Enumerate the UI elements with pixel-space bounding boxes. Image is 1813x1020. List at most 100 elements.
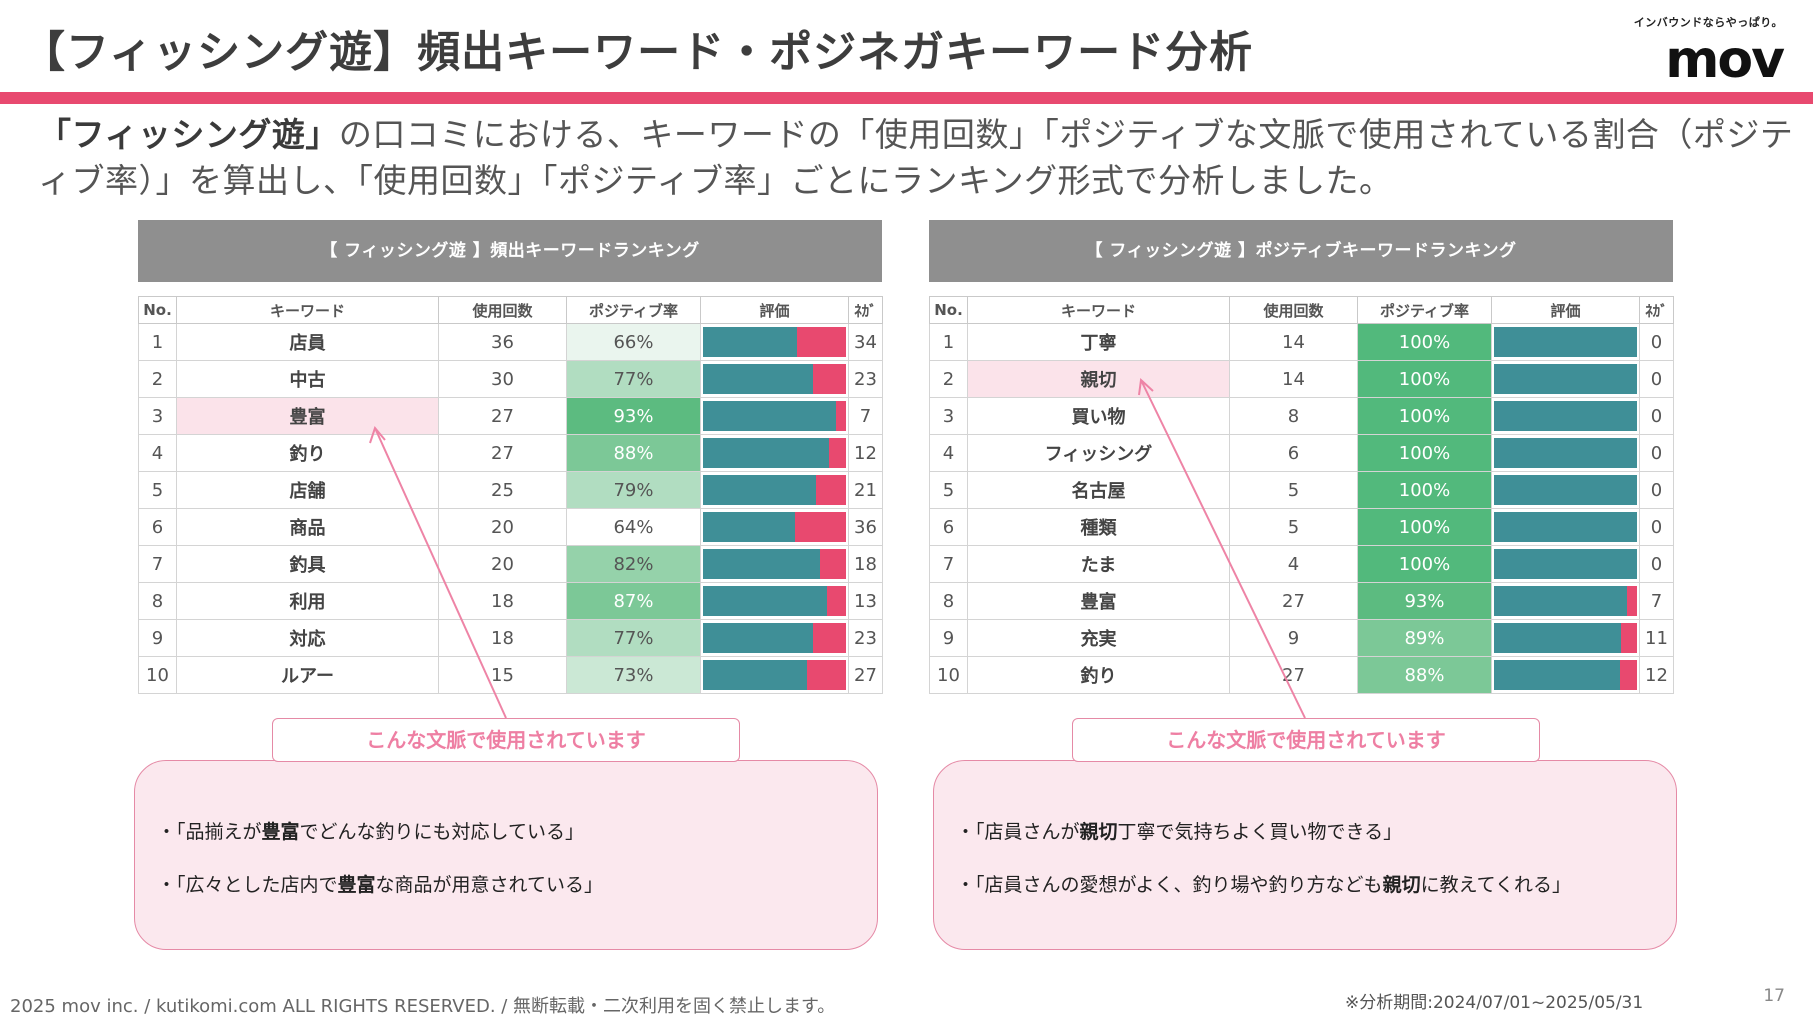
rating-bar-negative [835,401,846,431]
negative-count: 27 [848,656,883,694]
col-no: No. [138,296,177,324]
rating-bar-positive [703,623,814,653]
brand: インバウンドならやっぱり。 mov [1633,14,1785,86]
negative-count: 13 [848,582,883,620]
keyword-cell: 買い物 [967,397,1230,435]
rating-bar-cell [1491,545,1640,583]
keyword-cell: 釣具 [176,545,439,583]
positive-rate: 82% [566,545,701,583]
usage-count: 9 [1229,619,1358,657]
rating-bar-positive [703,438,829,468]
keyword-cell: 利用 [176,582,439,620]
rating-bar-negative [813,623,846,653]
rating-bar-negative [794,512,846,542]
keyword-cell: フィッシング [967,434,1230,472]
rating-bar-cell [700,619,849,657]
usage-count: 14 [1229,360,1358,398]
positive-keyword-panel: 【 フィッシング遊 】ポジティブキーワードランキング No. キーワード 使用回… [929,220,1674,694]
negative-count: 0 [1639,434,1674,472]
rating-bar-positive [1494,586,1627,616]
col-rating: 評価 [1491,296,1640,324]
rank-number: 10 [929,656,968,694]
rank-number: 9 [138,619,177,657]
negative-count: 0 [1639,545,1674,583]
rating-bar-positive [703,401,836,431]
left-quote-2: ・「広々とした店内で豊富な商品が用意されている」 [157,870,877,897]
negative-count: 7 [848,397,883,435]
rank-number: 7 [929,545,968,583]
left-quote-1: ・「品揃えが豊富でどんな釣りにも対応している」 [157,817,877,844]
positive-keyword-panel-title: 【 フィッシング遊 】ポジティブキーワードランキング [929,220,1673,282]
table-row: 10 釣り 27 88% 12 [929,656,1674,694]
usage-count: 27 [438,434,567,472]
table-row: 2 親切 14 100% 0 [929,360,1674,398]
keyword-cell: 対応 [176,619,439,657]
quote-text: ・「店員さんの愛想がよく、釣り場や釣り方なども [956,874,1383,896]
table-row: 9 充実 9 89% 11 [929,619,1674,657]
negative-count: 23 [848,619,883,657]
rating-bar-negative [797,327,846,357]
rating-bar-cell [1491,434,1640,472]
positive-rate: 100% [1357,508,1492,546]
rank-number: 6 [929,508,968,546]
usage-count: 27 [1229,582,1358,620]
negative-count: 0 [1639,323,1674,361]
col-positive-rate: ポジティブ率 [1357,296,1492,324]
table-row: 7 釣具 20 82% 18 [138,545,883,583]
quote-text: 丁寧で気持ちよく買い物できる」 [1117,821,1403,843]
rating-bar [1494,475,1637,505]
rating-bar-positive [703,364,814,394]
rating-bar-cell [700,656,849,694]
rank-number: 2 [138,360,177,398]
table-row: 3 豊富 27 93% 7 [138,397,883,435]
table-row: 5 名古屋 5 100% 0 [929,471,1674,509]
quote-text: でどんな釣りにも対応している」 [299,821,584,843]
rank-number: 3 [138,397,177,435]
table-row: 9 対応 18 77% 23 [138,619,883,657]
keyword-cell: 豊富 [967,582,1230,620]
rating-bar-positive [1494,401,1637,431]
col-keyword: キーワード [176,296,439,324]
keyword-cell: 充実 [967,619,1230,657]
keyword-cell: 名古屋 [967,471,1230,509]
keyword-cell: 中古 [176,360,439,398]
table-row: 1 店員 36 66% 34 [138,323,883,361]
positive-rate: 77% [566,360,701,398]
col-count: 使用回数 [438,296,567,324]
brand-tagline: インバウンドならやっぱり。 [1633,16,1783,29]
keyword-cell: ルアー [176,656,439,694]
rating-bar [703,438,846,468]
usage-count: 30 [438,360,567,398]
positive-rate: 89% [1357,619,1492,657]
negative-count: 11 [1639,619,1674,657]
rating-bar [1494,327,1637,357]
usage-count: 14 [1229,323,1358,361]
rating-bar [703,475,846,505]
keyword-cell: 店員 [176,323,439,361]
positive-rate: 87% [566,582,701,620]
table-row: 3 買い物 8 100% 0 [929,397,1674,435]
rating-bar-positive [703,660,808,690]
rating-bar [1494,438,1637,468]
positive-rate: 77% [566,619,701,657]
rating-bar-positive [1494,327,1637,357]
rating-bar [1494,586,1637,616]
intro-bold: 「フィッシング遊」 [38,115,339,154]
left-context-box: ・「品揃えが豊富でどんな釣りにも対応している」 ・「広々とした店内で豊富な商品が… [134,760,878,950]
rating-bar-cell [1491,471,1640,509]
rank-number: 7 [138,545,177,583]
keyword-cell: 商品 [176,508,439,546]
rating-bar [703,401,846,431]
rating-bar-positive [1494,660,1620,690]
table-row: 8 利用 18 87% 13 [138,582,883,620]
rank-number: 6 [138,508,177,546]
positive-keyword-table: No. キーワード 使用回数 ポジティブ率 評価 ﾈｶﾞ 1 丁寧 14 100% 0 2… [929,296,1674,694]
rating-bar [1494,364,1637,394]
rank-number: 8 [929,582,968,620]
rating-bar [1494,549,1637,579]
rating-bar-positive [1494,438,1637,468]
table-row: 8 豊富 27 93% 7 [929,582,1674,620]
usage-count: 18 [438,582,567,620]
rating-bar-cell [1491,508,1640,546]
usage-count: 6 [1229,434,1358,472]
